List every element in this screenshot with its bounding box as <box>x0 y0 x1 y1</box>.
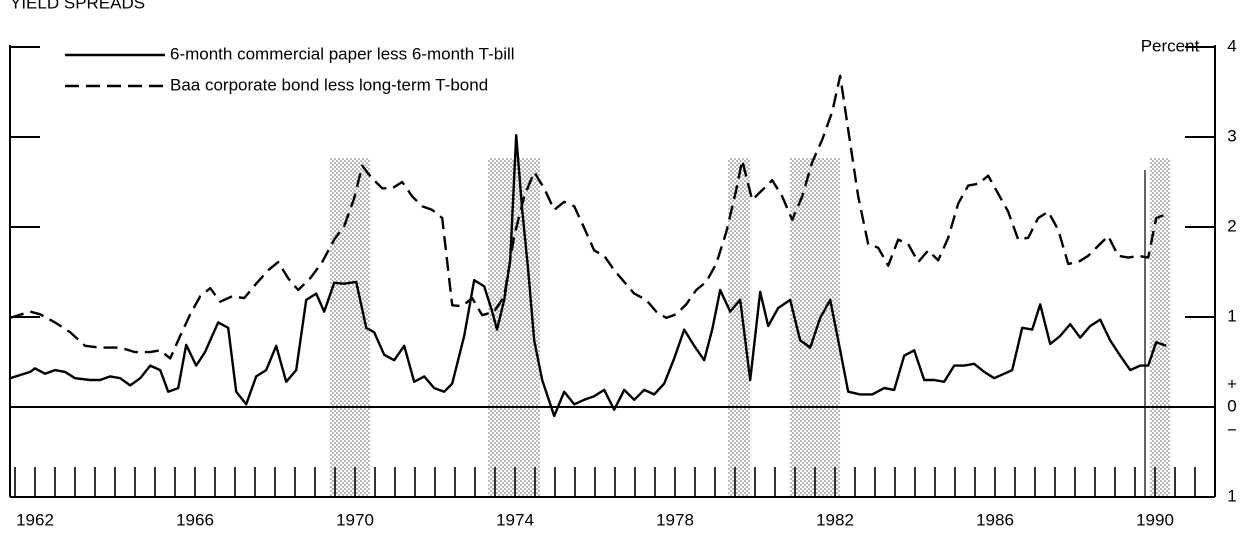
x-tick-label: 1970 <box>336 510 374 529</box>
annotation: + <box>1227 374 1237 393</box>
y-tick-label: 4 <box>1227 36 1236 55</box>
x-tick-label: 1986 <box>976 510 1014 529</box>
chart-title: YIELD SPREADS <box>10 0 145 12</box>
annotation: − <box>1227 420 1237 439</box>
y-tick-label: 1 <box>1227 306 1236 325</box>
series-line <box>9 74 1167 360</box>
y-tick-label: 1 <box>1227 486 1236 505</box>
recession-band <box>1150 158 1171 497</box>
x-tick-label: 1982 <box>816 510 854 529</box>
series-line <box>9 134 1167 418</box>
recession-band <box>728 158 751 497</box>
x-tick-label: 1962 <box>16 510 54 529</box>
x-tick-label: 1966 <box>176 510 214 529</box>
x-tick-label: 1990 <box>1136 510 1174 529</box>
y-tick-label: 2 <box>1227 216 1236 235</box>
legend-label: 6-month commercial paper less 6-month T-… <box>170 44 515 63</box>
y-tick-label: 0 <box>1227 396 1236 415</box>
recession-band <box>330 158 371 497</box>
x-tick-label: 1974 <box>496 510 534 529</box>
recession-band <box>790 158 841 497</box>
y-axis-label: Percent <box>1141 36 1200 55</box>
x-tick-label: 1978 <box>656 510 694 529</box>
y-tick-label: 3 <box>1227 126 1236 145</box>
legend-label: Baa corporate bond less long-term T-bond <box>170 75 488 94</box>
